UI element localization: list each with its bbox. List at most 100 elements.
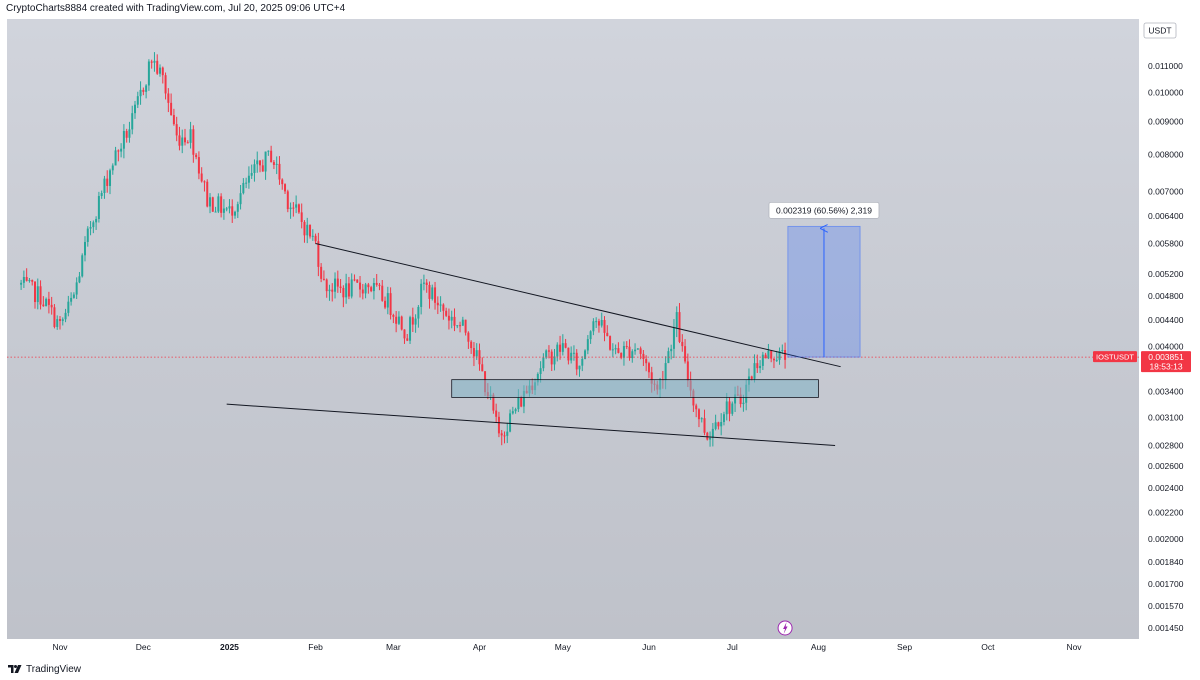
candle-body bbox=[650, 372, 653, 384]
time-tick-label: Sep bbox=[897, 642, 912, 652]
currency-selector[interactable] bbox=[1143, 22, 1177, 39]
candle-body bbox=[578, 365, 581, 370]
candle-body bbox=[309, 224, 312, 237]
candle-body bbox=[509, 413, 512, 432]
price-tick-label: 0.002800 bbox=[1148, 440, 1184, 450]
chart-attribution: CryptoCharts8884 created with TradingVie… bbox=[6, 3, 346, 14]
candle-body bbox=[350, 279, 353, 297]
candle-body bbox=[70, 297, 73, 302]
candle-body bbox=[595, 321, 598, 323]
symbol-badge bbox=[1093, 351, 1137, 363]
candle-body bbox=[539, 368, 542, 374]
candle-body bbox=[561, 343, 564, 352]
candle-body bbox=[353, 279, 356, 281]
candle-body bbox=[506, 431, 509, 436]
candle-body bbox=[672, 327, 675, 349]
candle-body bbox=[178, 135, 181, 146]
candle-body bbox=[436, 302, 439, 306]
candle-body bbox=[706, 432, 709, 440]
price-tick-label: 0.005200 bbox=[1148, 269, 1184, 279]
candle-body bbox=[134, 104, 137, 114]
price-tick-label: 0.002600 bbox=[1148, 461, 1184, 471]
candle-body bbox=[695, 405, 698, 410]
candle-body bbox=[192, 129, 195, 155]
overlay-layer: 0.002319 (60.56%) 2,319 bbox=[226, 201, 880, 636]
candle-body bbox=[372, 282, 375, 292]
candle-body bbox=[284, 184, 287, 192]
candle-body bbox=[392, 314, 395, 317]
price-tick-label: 0.004800 bbox=[1148, 291, 1184, 301]
last-price-badge bbox=[1141, 351, 1191, 373]
candle-body bbox=[345, 283, 348, 298]
candle-body bbox=[42, 304, 45, 307]
candle-body bbox=[517, 397, 520, 410]
candle-body bbox=[703, 418, 706, 433]
candle-body bbox=[625, 346, 628, 348]
price-tick-label: 0.001700 bbox=[1148, 579, 1184, 589]
candle-body bbox=[159, 67, 162, 74]
candle-body bbox=[550, 351, 553, 365]
candle-body bbox=[311, 235, 314, 237]
candle-body bbox=[692, 390, 695, 406]
candle-body bbox=[497, 416, 500, 434]
candle-body bbox=[267, 150, 270, 152]
candle-body bbox=[572, 352, 575, 354]
candle-body bbox=[297, 204, 300, 213]
candle-body bbox=[428, 284, 431, 299]
lightning-bolt-icon bbox=[783, 622, 788, 634]
candle-body bbox=[753, 363, 756, 379]
candle-body bbox=[47, 298, 50, 305]
candle-body bbox=[20, 282, 23, 285]
candle-body bbox=[356, 279, 359, 283]
candle-body bbox=[461, 319, 464, 326]
candle-body bbox=[97, 196, 100, 219]
time-tick-label: 2025 bbox=[220, 642, 239, 652]
candle-body bbox=[292, 207, 295, 209]
candle-body bbox=[114, 150, 117, 166]
candle-body bbox=[459, 325, 462, 327]
candle-body bbox=[186, 142, 189, 144]
candle-body bbox=[195, 154, 198, 158]
symbol-label: IOSTUSDT bbox=[1096, 353, 1134, 362]
candle-body bbox=[631, 351, 634, 359]
descending-resistance-trendline[interactable] bbox=[315, 243, 841, 368]
candle-body bbox=[750, 376, 753, 379]
candle-body bbox=[117, 150, 120, 152]
time-axis-background bbox=[7, 639, 1139, 661]
candle-body bbox=[600, 320, 603, 326]
axis-layer: 0.011000 0.010000 0.009000 0.008000 0.007000… bbox=[52, 22, 1191, 652]
candle-body bbox=[639, 348, 642, 354]
plot-layer bbox=[7, 52, 1139, 447]
candle-body bbox=[384, 300, 387, 308]
candle-body bbox=[420, 283, 423, 307]
candle-body bbox=[425, 282, 428, 285]
support-zone-rectangle[interactable] bbox=[451, 379, 819, 398]
candle-body bbox=[64, 312, 67, 320]
candle-body bbox=[614, 348, 617, 350]
candle-body bbox=[331, 289, 334, 292]
candle-body bbox=[628, 346, 631, 359]
candle-body bbox=[759, 365, 762, 369]
candle-body bbox=[78, 276, 81, 283]
candle-body bbox=[447, 315, 450, 321]
time-tick-label: Feb bbox=[308, 642, 323, 652]
candle-body bbox=[142, 89, 145, 92]
candle-body bbox=[200, 173, 203, 182]
candle-body bbox=[314, 235, 317, 242]
candle-body bbox=[442, 304, 445, 311]
price-tick-label: 0.002000 bbox=[1148, 534, 1184, 544]
candle-body bbox=[22, 276, 25, 283]
price-tick-label: 0.001840 bbox=[1148, 557, 1184, 567]
price-chart[interactable]: 0.011000 0.010000 0.009000 0.008000 0.007000… bbox=[7, 19, 1193, 661]
candle-body bbox=[570, 352, 573, 361]
descending-support-trendline[interactable] bbox=[226, 403, 836, 446]
candle-body bbox=[475, 350, 478, 357]
projection-label-box bbox=[768, 201, 880, 219]
candle-body bbox=[259, 160, 262, 166]
candle-body bbox=[775, 359, 778, 361]
price-tick-label: 0.001450 bbox=[1148, 623, 1184, 633]
candle-body bbox=[336, 278, 339, 287]
price-tick-label: 0.003400 bbox=[1148, 387, 1184, 397]
chart-canvas[interactable]: 0.011000 0.010000 0.009000 0.008000 0.007000… bbox=[7, 19, 1193, 661]
candle-body bbox=[584, 350, 587, 359]
